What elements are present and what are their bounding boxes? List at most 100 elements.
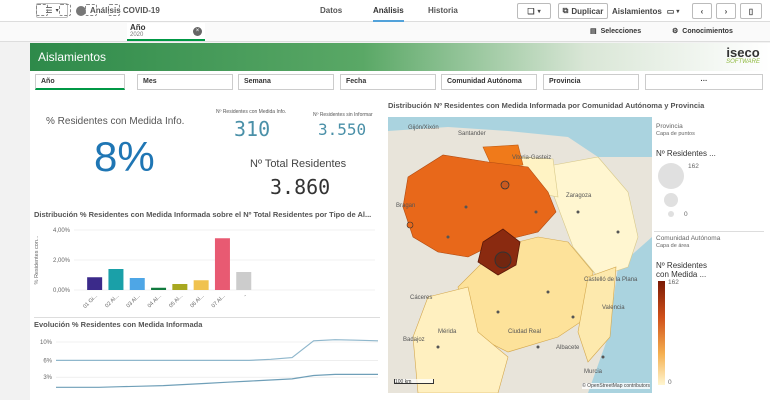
map-label-murcia: Murcia [584,369,603,375]
step-forward-icon[interactable] [85,4,97,16]
selecciones-button[interactable]: ▤ Selecciones [590,22,641,42]
point[interactable] [436,345,440,349]
close-icon[interactable]: × [193,27,202,36]
line-ytick: 6% [43,358,52,364]
map-label-badajoz: Badajoz [403,337,425,343]
line-series[interactable] [56,373,378,388]
chevron-left-icon: ‹ [700,6,704,16]
kpi-total-label: Nº Total Residentes [250,158,347,170]
section-divider [34,317,380,318]
line-ytick: 3% [43,375,52,381]
bubble-madrid[interactable] [494,251,512,269]
point[interactable] [536,345,540,349]
map-label-zaragoza: Zaragoza [566,193,592,199]
point[interactable] [571,315,575,319]
bar[interactable] [87,277,103,290]
clear-selections-icon[interactable] [108,4,120,16]
line-chart-title: Evolución % Residentes con Medida Inform… [34,320,203,329]
sheet-selector[interactable]: Aislamientos ▭ ▾ [612,3,690,19]
sheet-icon: ▭ [666,6,675,16]
tab-historia[interactable]: Historia [428,6,458,15]
legend-bubble-min: 0 [684,211,688,218]
bar[interactable] [172,284,188,290]
filter-provincia[interactable]: Provincia [543,74,639,90]
map-svg [388,117,652,393]
legend-bubble-small [668,211,674,217]
smart-search-icon[interactable] [36,4,48,16]
kpi-pct-value: 8% [94,133,155,180]
map-label-bragan: Bragan [396,203,416,209]
region-valencia [577,266,617,363]
line-chart[interactable]: 10% 6% 3% [30,332,380,400]
map-area[interactable]: Gijón/Xixón Santander Vitoria-Gasteiz Br… [388,117,652,393]
point[interactable] [446,235,450,239]
filter-semana[interactable]: Semana [238,74,334,90]
kpi-pct-title: % Residentes con Medida Info. [46,116,185,127]
bar-category-label: 07 Al... [211,293,227,309]
legend-color-max: 162 [668,279,679,286]
bubble-burgos[interactable] [500,180,510,190]
step-back-icon[interactable] [59,4,71,16]
bubble-zamora[interactable] [406,221,414,229]
bookmark-button[interactable]: ❑ ▾ [517,3,551,19]
bar-category-label: 01 Gi... [82,293,99,310]
filter-fecha[interactable]: Fecha [340,74,436,90]
line-ytick: 10% [40,340,53,346]
toggle-button[interactable]: ▯ [740,3,762,19]
globe-icon [76,5,86,16]
legend-ccaa-sub: Capa de área [656,243,690,249]
bar-category-label: 04 Al... [147,293,163,309]
map-attribution[interactable]: © OpenStreetMap contributors [582,383,650,389]
app-title: Análisis COVID-19 [90,6,160,15]
bar[interactable] [236,272,252,290]
selection-chip-year[interactable]: Año 2020 × [127,23,205,41]
filter-comunidad[interactable]: Comunidad Autónoma [441,74,537,90]
filter-ano[interactable]: Año [35,74,125,90]
previous-sheet-button[interactable]: ‹ [692,3,712,19]
duplicate-label: Duplicar [571,6,604,16]
bar[interactable] [151,287,167,290]
logo-main-text: iseco [726,45,760,60]
map-label-vitoria: Vitoria-Gasteiz [512,155,552,161]
legend-color-scale [658,281,665,385]
chevron-right-icon: › [724,6,728,16]
bar[interactable] [108,269,124,290]
chevron-down-icon: ▾ [55,8,59,14]
legend-ccaa-measure-1: Nº Residentes [656,261,707,270]
filter-mes[interactable]: Mes [137,74,233,90]
line-series[interactable] [56,339,379,361]
chevron-down-icon: ▾ [676,8,680,15]
chevron-down-icon: ▾ [537,8,541,15]
point[interactable] [576,210,580,214]
bar-category-label: 02 Al... [104,293,120,309]
map-label-caceres: Cáceres [410,295,433,301]
point[interactable] [464,205,468,209]
bar[interactable] [129,278,145,290]
bar[interactable] [193,280,209,290]
conocimientos-button[interactable]: ⚙ Conocimientos [672,22,733,42]
bar-ylabel: % Residentes con... [34,235,40,284]
legend-divider [654,231,764,232]
map-label-valencia: Valencia [602,305,625,311]
bar[interactable] [214,238,230,290]
sea-north [388,117,652,157]
point[interactable] [546,290,550,294]
point[interactable] [616,230,620,234]
tab-analisis[interactable]: Análisis [373,0,404,22]
duplicate-button[interactable]: ⧉ Duplicar [558,3,608,19]
map-legend: Provincia Capa de puntos Nº Residentes .… [654,117,766,393]
tab-datos[interactable]: Datos [320,6,343,15]
point[interactable] [534,210,538,214]
point[interactable] [496,310,500,314]
selecciones-label: Selecciones [600,28,642,35]
point[interactable] [601,355,605,359]
filter-more[interactable]: ··· [645,74,763,90]
bar-chart[interactable]: % Residentes con... 0,00% 2,00% 4,00% 01 Gi.… [30,220,380,320]
next-sheet-button[interactable]: › [716,3,736,19]
region-castilla-y-leon [402,154,557,258]
chip-title: Año [130,23,146,32]
region-aragon [542,156,639,278]
bookmark-icon: ❑ [527,6,535,16]
hamburger-icon: ☰ [45,6,53,15]
bar-category-label: 06 Al... [189,293,205,309]
